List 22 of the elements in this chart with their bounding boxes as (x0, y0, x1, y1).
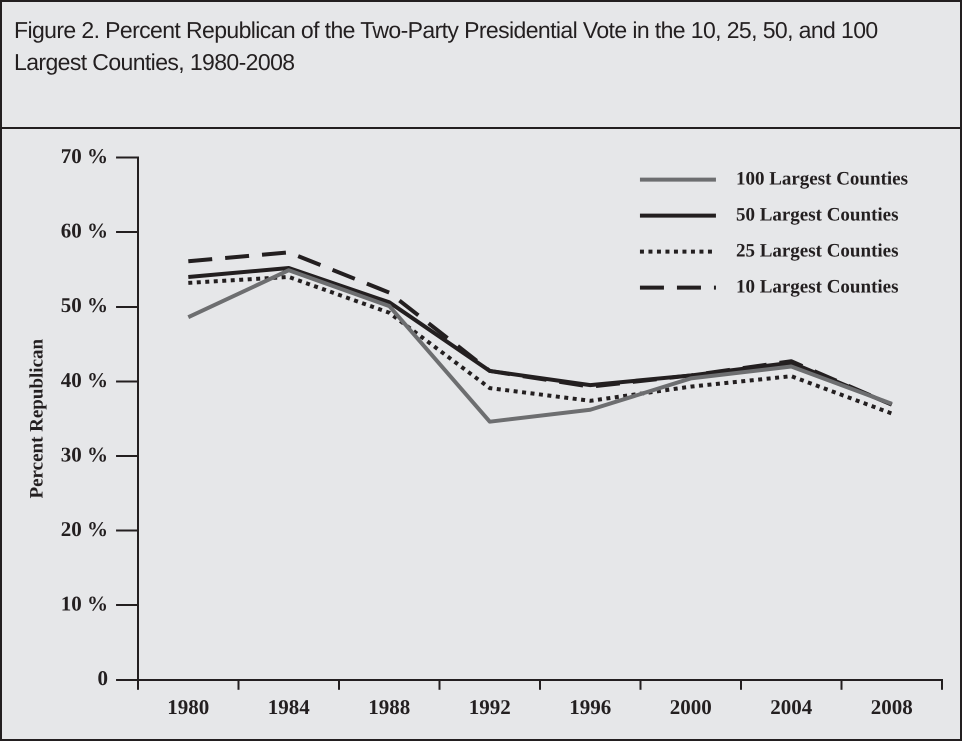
y-tick-label: 20 % (60, 517, 108, 542)
y-tick-label: 0 (98, 666, 108, 690)
x-tick-label: 1980 (167, 694, 210, 719)
legend-label: 50 Largest Counties (736, 204, 899, 226)
x-tick-label: 2004 (770, 694, 813, 719)
legend-label: 25 Largest Counties (736, 240, 899, 262)
y-tick-label: 70 % (60, 144, 108, 168)
x-tick-label: 1996 (569, 694, 612, 719)
legend-label: 10 Largest Counties (736, 276, 899, 298)
y-tick-label: 10 % (60, 592, 108, 616)
x-tick-label: 1992 (468, 694, 511, 719)
x-tick-label: 2000 (670, 694, 712, 719)
y-tick-label: 40 % (60, 368, 108, 392)
x-tick-label: 1988 (368, 694, 410, 719)
x-tick-label: 2008 (870, 694, 913, 719)
x-tick-label: 1984 (268, 694, 310, 719)
y-tick-label: 50 % (60, 293, 108, 318)
y-tick-label: 30 % (60, 442, 108, 466)
y-tick-label: 60 % (60, 218, 108, 243)
y-axis-title: Percent Republican (26, 338, 48, 498)
legend-label: 100 Largest Counties (736, 168, 908, 190)
chart-title: Figure 2. Percent Republican of the Two-Party Presidential Vote in the 10, 25, 50, and 100 Largest Counties, 1980-2008 (14, 16, 879, 77)
